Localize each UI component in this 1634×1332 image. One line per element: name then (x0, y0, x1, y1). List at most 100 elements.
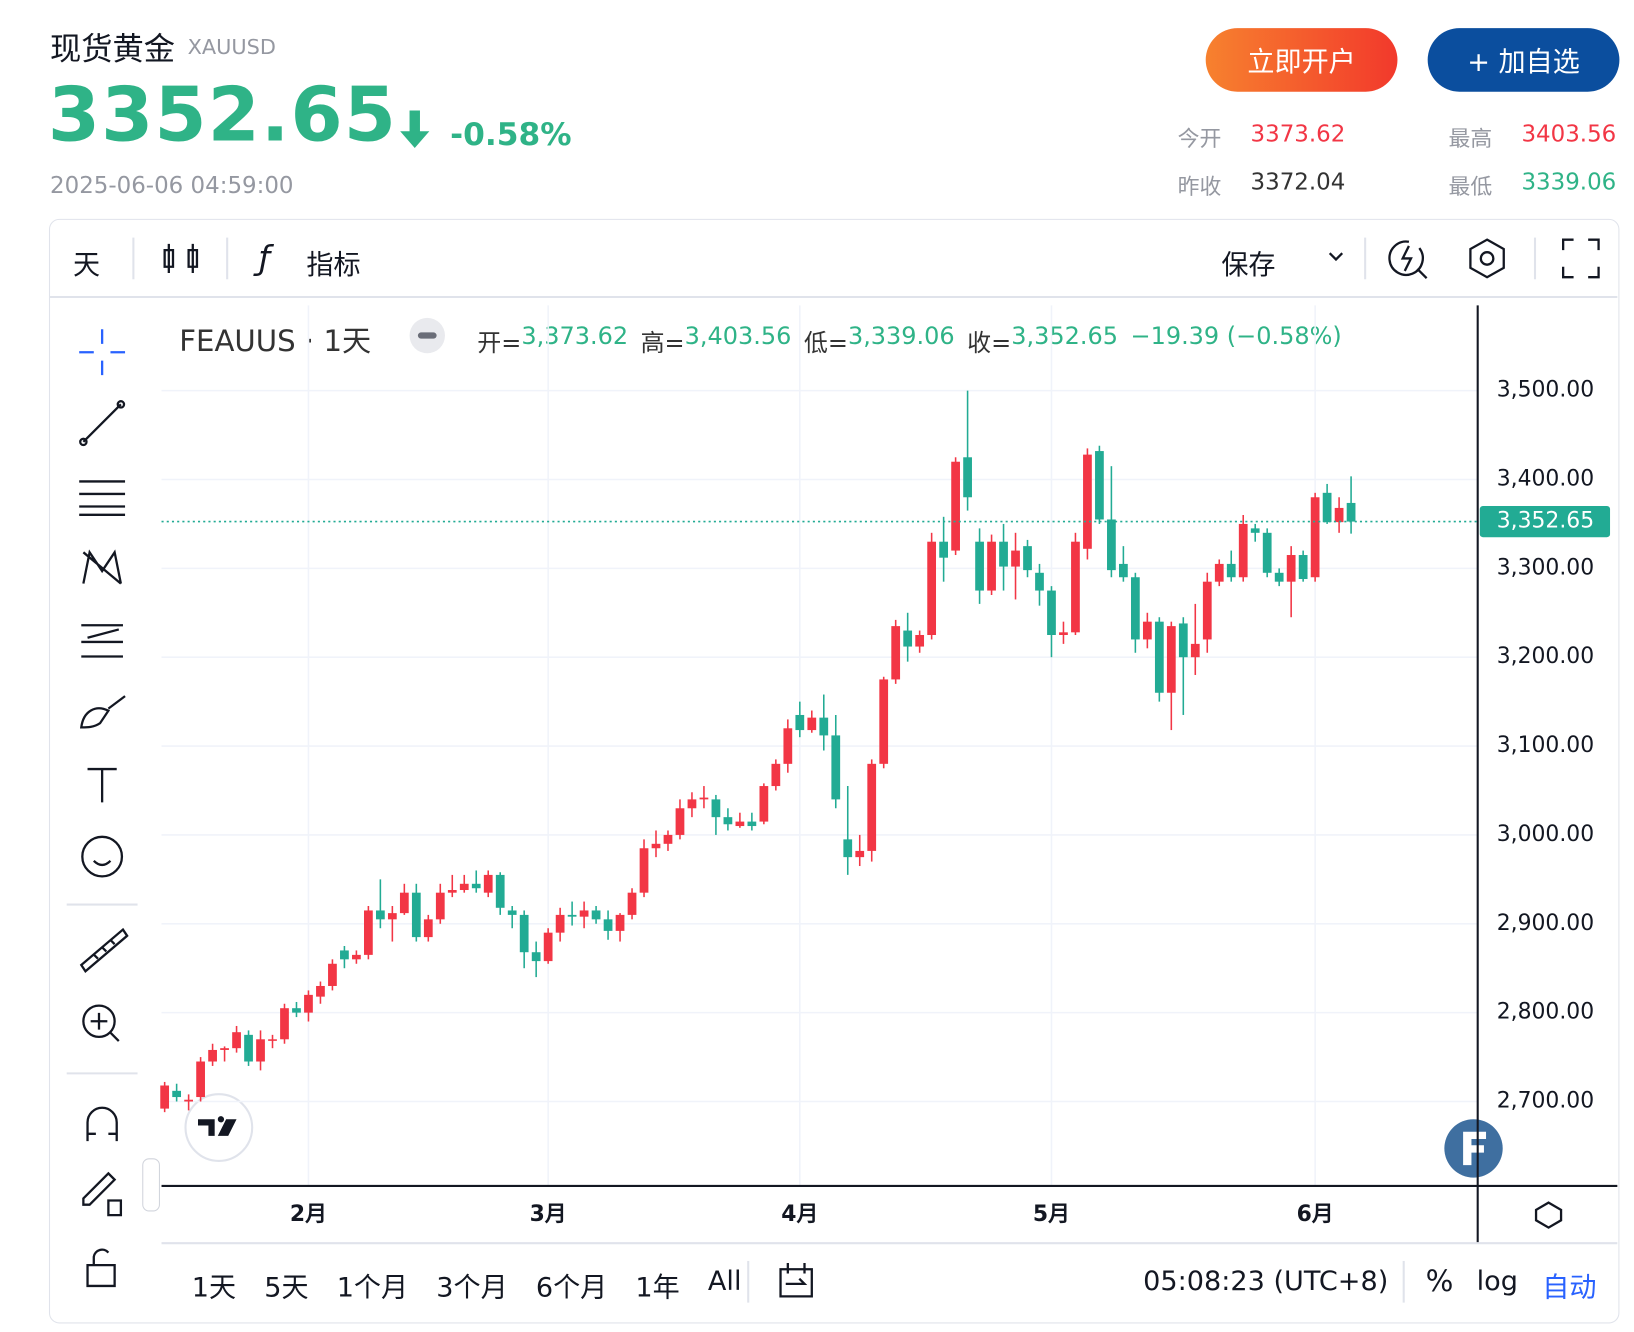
percent-toggle[interactable]: % (1425, 1264, 1454, 1299)
candle-body (1310, 497, 1320, 578)
candle-body (819, 717, 829, 736)
legend-label: 收= (967, 330, 1012, 358)
candle-body (483, 874, 493, 893)
candle-body (435, 892, 445, 920)
candle-body (1095, 451, 1104, 520)
candle-body (927, 541, 937, 635)
range-button[interactable]: 6个月 (535, 1272, 608, 1304)
candle-body (232, 1032, 241, 1049)
stat-label: 最高 (1448, 126, 1493, 152)
range-button[interactable]: All (707, 1266, 742, 1298)
y-tick-label: 3,000.00 (1497, 822, 1594, 847)
stat-value: 3403.56 (1521, 121, 1617, 148)
candle-body (1274, 572, 1284, 582)
range-button[interactable]: 1个月 (336, 1272, 409, 1304)
candle-body (555, 914, 565, 933)
x-tick-label: 2月 (290, 1202, 327, 1227)
range-button[interactable]: 3个月 (436, 1272, 508, 1304)
candle-body (1190, 643, 1200, 658)
candle-body (999, 541, 1008, 567)
chart-title: FEAUUS · 1天 (179, 324, 372, 359)
candle-body (316, 985, 325, 997)
stat-label: 今开 (1177, 126, 1222, 152)
candle-body (1023, 546, 1032, 571)
legend-value: 3,352.65 (1011, 323, 1118, 351)
tv-logo (184, 1093, 254, 1162)
auto-toggle[interactable]: 自动 (1542, 1272, 1597, 1304)
candle-body (1298, 555, 1308, 580)
candle-body (1130, 577, 1140, 640)
candle-body (807, 717, 817, 731)
candle-body (687, 799, 697, 809)
candle-body (495, 874, 505, 908)
range-button[interactable]: 1天 (191, 1272, 237, 1304)
candle-body (1142, 621, 1152, 640)
down-arrow (400, 110, 430, 148)
candle-body (184, 1099, 193, 1102)
candle-body (735, 821, 745, 827)
candle-body (519, 914, 529, 953)
sidebar-toggle[interactable] (142, 1158, 160, 1212)
asset-name: 现货黄金 (50, 31, 176, 68)
save-button[interactable]: 保存 (1221, 250, 1276, 282)
y-tick-label: 3,500.00 (1497, 378, 1594, 403)
interval-button[interactable]: 天 (72, 250, 101, 282)
candle-body (951, 461, 960, 551)
candle-body (268, 1039, 277, 1041)
y-tick-label: 3,400.00 (1497, 466, 1594, 491)
legend-label: 高= (640, 330, 685, 358)
f-badge-mark (1463, 1131, 1487, 1166)
y-tick-label: 3,300.00 (1497, 555, 1594, 580)
legend-change: −19.39 (−0.58%) (1130, 323, 1342, 351)
candle-body (639, 848, 649, 893)
candle-body (1059, 632, 1068, 635)
legend-value: 3,373.62 (521, 323, 629, 351)
candle-body (531, 952, 541, 962)
candle-body (1346, 502, 1356, 522)
candle-body (795, 714, 805, 731)
candle-body (1166, 626, 1176, 693)
candle-body (292, 1008, 301, 1013)
asset-symbol: XAUUSD (187, 34, 276, 60)
candle-body (1238, 523, 1248, 578)
tv-logo-mark (197, 1116, 237, 1136)
candle-body (939, 541, 948, 558)
tool-icons (79, 238, 1600, 1298)
x-tick-label: 5月 (1033, 1202, 1070, 1227)
current-price: 3352.65 (47, 70, 397, 159)
candle-body (1286, 555, 1296, 582)
candle-body (1334, 507, 1344, 523)
candle-body (328, 963, 337, 986)
candle-body (459, 883, 469, 891)
watchlist-button[interactable]: + 加自选 (1427, 28, 1620, 92)
log-toggle[interactable]: log (1476, 1266, 1518, 1298)
last-price-tag (1479, 505, 1611, 538)
candle-body (340, 950, 349, 960)
candle-body (1011, 550, 1020, 567)
range-button[interactable]: 5天 (264, 1272, 309, 1304)
candle-body (783, 728, 793, 764)
candle-body (387, 913, 397, 920)
candle-body (1322, 492, 1332, 523)
candle-body (304, 994, 313, 1013)
indicators-button[interactable]: 指标 (306, 250, 361, 282)
stat-value: 3339.06 (1521, 169, 1617, 196)
candle-body (352, 954, 361, 960)
candle-body (1178, 623, 1188, 658)
range-button[interactable]: 1年 (635, 1272, 680, 1304)
candle-body (364, 910, 373, 955)
range-bar: 1天 5天 1个月 3个月 6个月 1年 All (192, 1266, 742, 1305)
candle-body (711, 799, 721, 818)
candle-body (256, 1039, 265, 1062)
open-account-button[interactable]: 立即开户 (1205, 28, 1398, 92)
candle-body (975, 541, 984, 591)
candle-body (915, 634, 925, 647)
stat-value: 3373.62 (1250, 121, 1346, 148)
candle-body (1154, 621, 1164, 693)
candle-body (447, 890, 457, 893)
legend-value: 3,339.06 (847, 323, 955, 351)
candle-body (1262, 532, 1272, 573)
